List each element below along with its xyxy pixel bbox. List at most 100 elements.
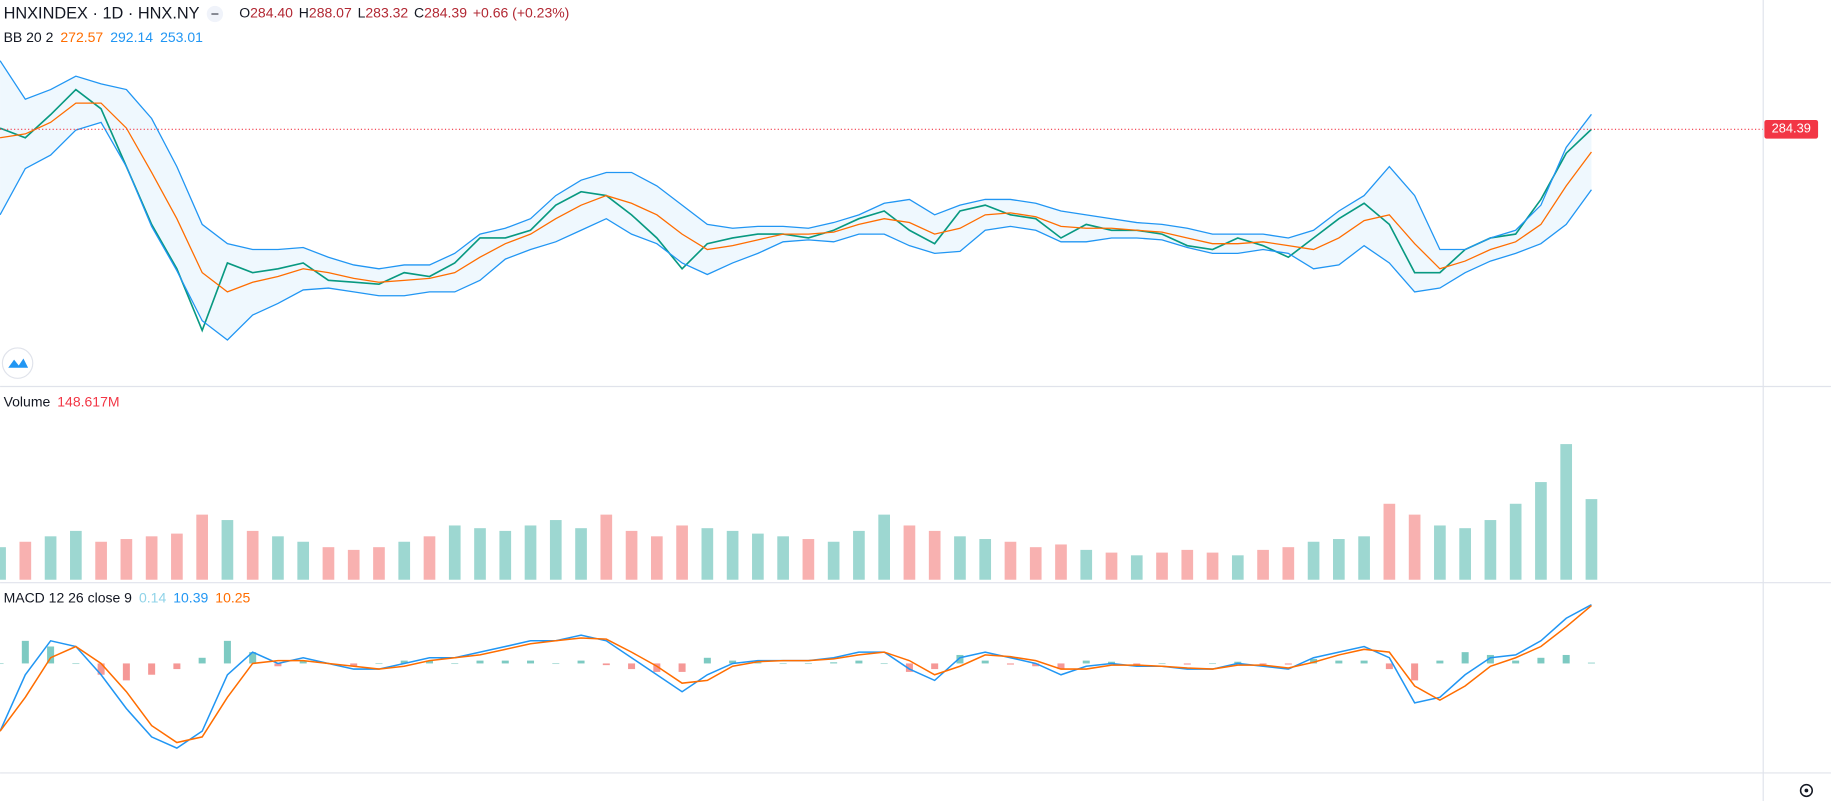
logo-icon[interactable] — [8, 358, 29, 368]
gear-center[interactable] — [1804, 788, 1809, 793]
macd-line — [0, 604, 1592, 744]
marks — [0, 60, 1764, 749]
last-price-label: 284.39 — [1772, 121, 1811, 136]
volume-bar — [1080, 549, 1093, 580]
volume-bar — [196, 514, 208, 580]
macd-histogram-bar — [678, 663, 686, 672]
volume-bar — [1257, 549, 1269, 580]
volume-bar — [600, 514, 613, 580]
volume-bar — [676, 525, 688, 580]
volume-bar — [1560, 444, 1573, 580]
macd-histogram-bar — [249, 652, 257, 664]
volume-bar — [272, 536, 284, 580]
macd-histogram-bar — [198, 657, 206, 664]
ohlc-key: L — [358, 5, 366, 21]
macd-title: MACD 12 26 close 9 — [4, 590, 133, 606]
macd-histogram-bar — [1385, 663, 1393, 670]
macd-histogram-bar — [905, 663, 913, 672]
macd-histogram-bar — [931, 663, 939, 670]
volume-bar — [221, 520, 234, 580]
volume-bar — [246, 530, 259, 580]
volume-bar — [752, 533, 764, 580]
ohlc-value: 284.40 — [250, 5, 293, 21]
volume-bar — [347, 549, 360, 580]
macd-histogram-bar — [1006, 663, 1014, 665]
macd-histogram-bar — [1284, 663, 1292, 665]
ohlc-value: 288.07 — [309, 5, 352, 21]
macd-histogram-bar — [400, 660, 408, 664]
ohlc-key: C — [414, 5, 424, 21]
volume-bar — [120, 539, 133, 580]
macd-histogram-bar — [1537, 657, 1545, 664]
volume-bar — [1282, 547, 1295, 580]
volume-bar — [297, 541, 310, 580]
macd-histogram-bar — [703, 657, 711, 664]
macd-histogram-bar — [21, 640, 29, 664]
macd-histogram-bar — [425, 660, 433, 664]
last-price-tag — [1764, 119, 1819, 139]
volume-title: Volume — [4, 394, 51, 410]
ohlc-value: +0.66 (+0.23%) — [473, 5, 570, 21]
macd-histogram-bar — [1461, 652, 1469, 664]
ohlc-value: 283.32 — [365, 5, 408, 21]
macd-histogram-bar — [72, 663, 80, 665]
macd-value: 10.25 — [215, 590, 250, 606]
volume-bar — [1358, 536, 1370, 580]
volume-bar — [423, 536, 436, 580]
band-fill — [0, 60, 1592, 341]
volume-value: 148.617M — [57, 394, 119, 410]
volume-bar — [625, 530, 638, 580]
logo-circle[interactable] — [1, 347, 34, 379]
macd-histogram-bar — [1259, 663, 1267, 665]
volume-bar — [448, 525, 461, 580]
macd-histogram-bar — [956, 654, 964, 664]
band-line — [0, 102, 1592, 293]
volume-bar — [1333, 539, 1345, 580]
price-line — [0, 88, 1593, 333]
macd-histogram-bar — [1158, 663, 1166, 665]
macd-histogram-bar — [1411, 663, 1419, 681]
volume-bar — [1130, 555, 1143, 580]
volume-bar — [1206, 552, 1219, 580]
macd-histogram-bar — [628, 663, 636, 670]
volume-bar — [1459, 528, 1471, 580]
volume-bar — [474, 528, 486, 580]
gear-icon[interactable] — [1799, 783, 1814, 798]
volume-bar — [979, 539, 992, 580]
macd-histogram-bar — [552, 663, 560, 665]
macd-histogram-bar — [1133, 663, 1141, 665]
macd-histogram-bar — [274, 663, 282, 667]
volume-bar — [549, 520, 562, 580]
volume-bar — [373, 547, 385, 580]
macd-histogram-bar — [1107, 661, 1116, 664]
volume-bar — [171, 533, 183, 580]
logo[interactable] — [1, 347, 34, 379]
volume-bar — [650, 536, 663, 580]
volume-bar — [1408, 514, 1421, 580]
volume-bar — [524, 525, 537, 580]
volume-bar — [1434, 525, 1446, 580]
macd-histogram-bar — [1562, 654, 1570, 664]
macd-histogram-bar — [804, 663, 812, 665]
settings[interactable] — [1799, 783, 1814, 798]
macd-histogram-bar — [47, 646, 55, 664]
volume-bar — [903, 525, 916, 580]
volume-bar — [322, 547, 335, 580]
volume-bar — [95, 541, 107, 580]
volume-bar — [726, 530, 739, 580]
volume-bar — [1231, 555, 1244, 580]
volume-bar — [1509, 503, 1522, 580]
macd-histogram-bar — [0, 663, 4, 665]
macd-histogram-bar — [501, 660, 509, 664]
macd-histogram-bar — [1360, 660, 1368, 664]
macd-histogram-bar — [1209, 663, 1217, 665]
indicator-value: 292.14 — [110, 29, 153, 45]
volume-bar — [575, 528, 587, 580]
volume-bar — [19, 541, 32, 580]
volume-bar — [499, 530, 512, 580]
labels: 284.39 HNXINDEX · 1D · HNX.NY O 284.40 H 288.… — [4, 4, 1819, 606]
volume-bar — [1004, 541, 1017, 580]
volume-bar — [1055, 544, 1067, 580]
volume-bar — [1585, 499, 1598, 580]
macd-histogram-bar — [1183, 663, 1191, 665]
